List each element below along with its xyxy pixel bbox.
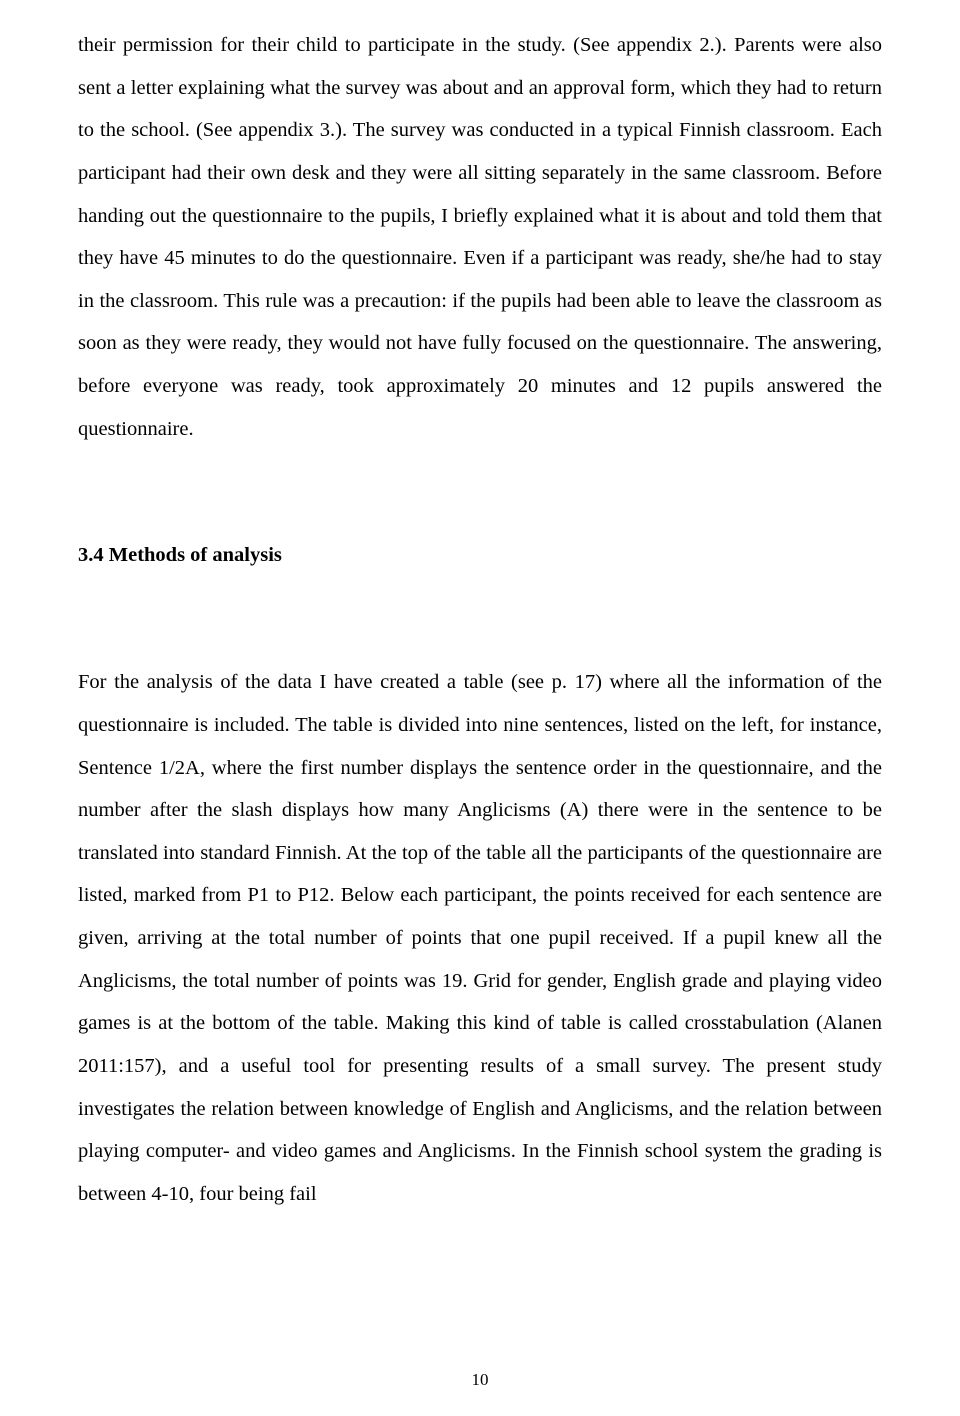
body-paragraph-2: For the analysis of the data I have crea…: [78, 661, 882, 1215]
section-heading: 3.4 Methods of analysis: [78, 544, 882, 567]
page-number: 10: [0, 1370, 960, 1390]
body-paragraph-1: their permission for their child to part…: [78, 24, 882, 450]
document-page: their permission for their child to part…: [0, 0, 960, 1416]
